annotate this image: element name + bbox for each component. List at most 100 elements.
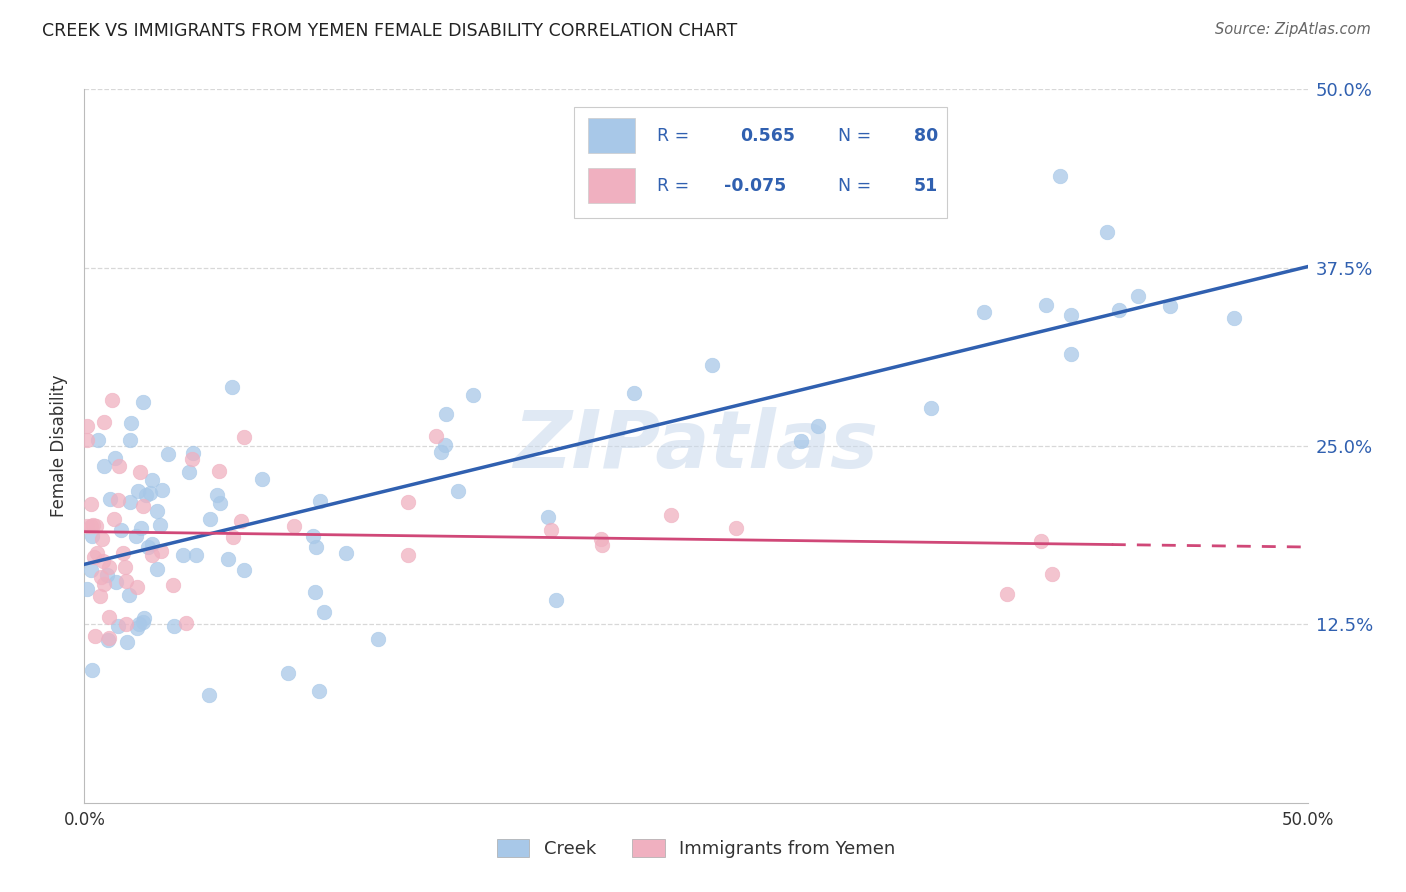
Point: [425, 428, 447, 442]
Point: [430, 444, 453, 458]
Point: [80, 663, 103, 677]
Point: [283, 518, 305, 533]
Point: [146, 504, 169, 518]
Point: [312, 605, 335, 619]
Point: [229, 515, 252, 529]
Point: [659, 508, 682, 522]
Point: [305, 540, 328, 554]
Point: [104, 451, 127, 466]
Point: [205, 488, 228, 502]
Point: [115, 617, 138, 632]
Point: [84, 629, 107, 643]
Point: [233, 430, 256, 444]
FancyBboxPatch shape: [588, 118, 636, 153]
FancyBboxPatch shape: [574, 107, 946, 218]
Point: [93, 459, 115, 474]
Y-axis label: Female Disability: Female Disability: [51, 375, 69, 517]
Point: [132, 615, 155, 629]
Point: [150, 483, 173, 497]
Point: [1059, 347, 1081, 361]
Point: [115, 635, 138, 649]
Point: [128, 465, 150, 479]
Point: [98, 491, 121, 506]
Point: [623, 385, 645, 400]
Point: [89, 589, 111, 603]
Point: [1126, 289, 1149, 303]
Point: [544, 593, 567, 607]
Point: [86, 519, 108, 533]
Point: [139, 485, 162, 500]
Point: [398, 495, 420, 509]
Point: [115, 574, 138, 589]
Point: [463, 388, 485, 402]
Point: [127, 483, 149, 498]
Point: [1031, 533, 1053, 548]
Point: [252, 472, 274, 486]
Point: [98, 610, 121, 624]
Point: [198, 511, 221, 525]
Point: [90, 570, 112, 584]
Point: [790, 434, 813, 449]
Point: [82, 517, 104, 532]
Point: [162, 578, 184, 592]
Text: -0.075: -0.075: [724, 177, 786, 194]
Point: [76, 418, 98, 433]
Point: [232, 563, 254, 577]
Point: [149, 518, 172, 533]
Point: [135, 488, 157, 502]
Point: [308, 683, 330, 698]
Point: [217, 551, 239, 566]
Point: [97, 560, 120, 574]
Point: [79, 519, 101, 533]
Point: [132, 499, 155, 513]
Point: [1035, 298, 1057, 312]
Point: [702, 358, 724, 372]
Point: [114, 560, 136, 574]
Point: [93, 554, 115, 568]
Point: [1159, 299, 1181, 313]
Point: [146, 562, 169, 576]
Point: [93, 577, 115, 591]
Point: [1049, 169, 1071, 183]
Text: N =: N =: [838, 127, 872, 145]
Point: [82, 529, 104, 543]
Text: CREEK VS IMMIGRANTS FROM YEMEN FEMALE DISABILITY CORRELATION CHART: CREEK VS IMMIGRANTS FROM YEMEN FEMALE DI…: [42, 22, 737, 40]
Point: [136, 540, 159, 554]
Point: [118, 588, 141, 602]
Point: [434, 407, 457, 421]
Text: R =: R =: [657, 177, 689, 194]
Point: [96, 567, 118, 582]
Point: [80, 563, 103, 577]
Point: [179, 465, 201, 479]
Point: [537, 510, 560, 524]
Point: [995, 587, 1018, 601]
Point: [277, 665, 299, 680]
Point: [87, 434, 110, 448]
Point: [447, 483, 470, 498]
Point: [141, 549, 163, 563]
Point: [118, 433, 141, 447]
Text: 80: 80: [914, 127, 938, 145]
FancyBboxPatch shape: [588, 168, 636, 203]
Text: ZIPatlas: ZIPatlas: [513, 407, 879, 485]
Point: [174, 615, 197, 630]
Point: [134, 611, 156, 625]
Point: [1097, 225, 1119, 239]
Point: [107, 493, 129, 508]
Point: [111, 546, 134, 560]
Point: [302, 529, 325, 543]
Point: [1223, 311, 1246, 326]
Point: [181, 452, 204, 467]
Point: [97, 631, 120, 645]
Point: [141, 537, 163, 551]
Point: [591, 532, 613, 546]
Point: [221, 380, 243, 394]
Point: [86, 546, 108, 560]
Point: [1040, 566, 1063, 581]
Point: [110, 523, 132, 537]
Point: [104, 574, 127, 589]
Point: [120, 416, 142, 430]
Point: [107, 619, 129, 633]
Point: [973, 305, 995, 319]
Point: [76, 433, 98, 447]
